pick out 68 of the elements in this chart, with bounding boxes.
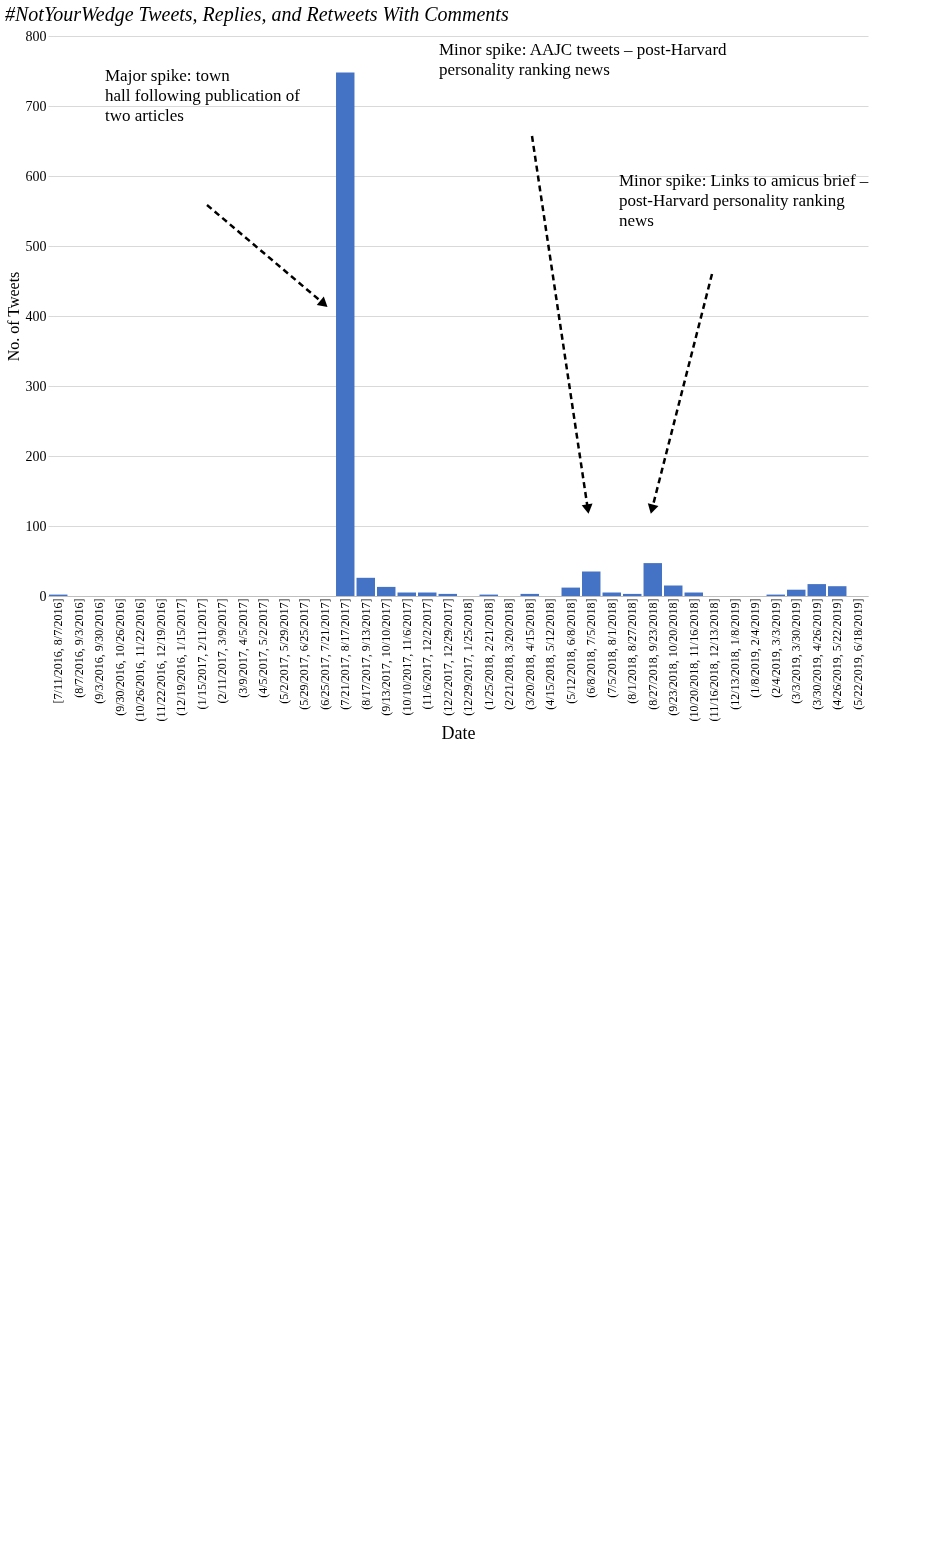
bar	[643, 563, 662, 596]
bar	[561, 587, 580, 596]
annotation: Minor spike: AAJC tweets – post-Harvard personality ranking news	[439, 40, 728, 79]
x-tick-label: (9/30/2016, 10/26/2016]	[112, 598, 127, 716]
x-tick-label: (6/25/2017, 7/21/2017]	[317, 598, 332, 710]
y-axis-title: No. of Tweets	[4, 271, 22, 362]
y-tick-label: 400	[25, 308, 47, 324]
y-tick-label: 800	[25, 28, 47, 44]
x-tick-label: (10/20/2018, 11/16/2018]	[686, 598, 701, 722]
y-tick-label: 300	[25, 378, 47, 394]
y-tick-label: 700	[25, 98, 47, 114]
x-tick-label: (11/16/2018, 12/13/2018]	[707, 598, 722, 722]
x-tick-label: (7/21/2017, 8/17/2017]	[338, 598, 353, 710]
bar	[356, 577, 375, 596]
bar	[828, 586, 847, 596]
bar	[664, 585, 683, 596]
x-tick-label: (1/25/2018, 2/21/2018]	[481, 598, 496, 710]
bar	[438, 593, 457, 596]
annotation: Major spike: town hall following publication of two articles	[105, 66, 301, 125]
x-tick-label: (8/1/2018, 8/27/2018]	[625, 598, 640, 704]
x-tick-label: (7/5/2018, 8/1/2018]	[604, 598, 619, 698]
y-tick-label: 500	[25, 238, 47, 254]
x-tick-label: (1/8/2019, 2/4/2019]	[748, 598, 763, 698]
bar	[520, 593, 539, 596]
x-tick-label: (12/29/2017, 1/25/2018]	[461, 598, 476, 716]
bar	[582, 571, 601, 596]
x-tick-label: (9/3/2016, 9/30/2016]	[92, 598, 107, 704]
x-tick-label: (8/27/2018, 9/23/2018]	[645, 598, 660, 710]
x-tick-label: (5/12/2018, 6/8/2018]	[563, 598, 578, 704]
bar	[787, 589, 806, 596]
bar	[377, 586, 396, 596]
x-tick-label: [7/11/2016, 8/7/2016]	[51, 598, 66, 704]
x-tick-label: (11/22/2016, 12/19/2016]	[153, 598, 168, 722]
x-tick-label: (3/3/2019, 3/30/2019]	[789, 598, 804, 704]
x-tick-label: (2/4/2019, 3/3/2019]	[768, 598, 783, 698]
x-tick-label: (4/15/2018, 5/12/2018]	[543, 598, 558, 710]
x-tick-label: (12/2/2017, 12/29/2017]	[440, 598, 455, 716]
x-tick-label: (10/10/2017, 11/6/2017]	[399, 598, 414, 716]
x-tick-label: (2/11/2017, 3/9/2017]	[215, 598, 230, 704]
y-tick-label: 100	[25, 518, 47, 534]
x-tick-label: (5/29/2017, 6/25/2017]	[297, 598, 312, 710]
bar	[336, 72, 355, 596]
y-tick-label: 600	[25, 168, 47, 184]
x-tick-label: (10/26/2016, 11/22/2016]	[133, 598, 148, 722]
chart-title: #NotYourWedge Tweets, Replies, and Retweets With Comments	[5, 3, 509, 26]
x-tick-label: (3/9/2017, 4/5/2017]	[235, 598, 250, 698]
x-axis-title: Date	[441, 723, 476, 744]
x-tick-label: (5/2/2017, 5/29/2017]	[276, 598, 291, 704]
x-tick-label: (1/15/2017, 2/11/2017]	[194, 598, 209, 710]
x-tick-label: (4/26/2019, 5/22/2019]	[830, 598, 845, 710]
y-tick-label: 200	[25, 448, 47, 464]
x-tick-label: (2/21/2018, 3/20/2018]	[502, 598, 517, 710]
x-tick-label: (5/22/2019, 6/18/2019]	[850, 598, 865, 710]
x-tick-label: (8/7/2016, 9/3/2016]	[71, 598, 86, 698]
x-tick-label: (9/13/2017, 10/10/2017]	[379, 598, 394, 716]
x-tick-label: (4/5/2017, 5/2/2017]	[256, 598, 271, 698]
y-tick-label: 0	[39, 588, 47, 604]
x-tick-label: (12/19/2016, 1/15/2017]	[174, 598, 189, 716]
x-tick-label: (9/23/2018, 10/20/2018]	[666, 598, 681, 716]
x-tick-label: (11/6/2017, 12/2/2017]	[420, 598, 435, 710]
annotation: Minor spike: Links to amicus brief – post-Harvard personality ranking news	[619, 171, 869, 230]
x-tick-label: (3/30/2019, 4/26/2019]	[809, 598, 824, 710]
bar	[807, 584, 826, 596]
x-tick-label: (8/17/2017, 9/13/2017]	[358, 598, 373, 710]
x-tick-label: (6/8/2018, 7/5/2018]	[584, 598, 599, 698]
bar	[623, 593, 642, 596]
x-tick-label: (12/13/2018, 1/8/2019]	[727, 598, 742, 710]
x-tick-label: (3/20/2018, 4/15/2018]	[522, 598, 537, 710]
